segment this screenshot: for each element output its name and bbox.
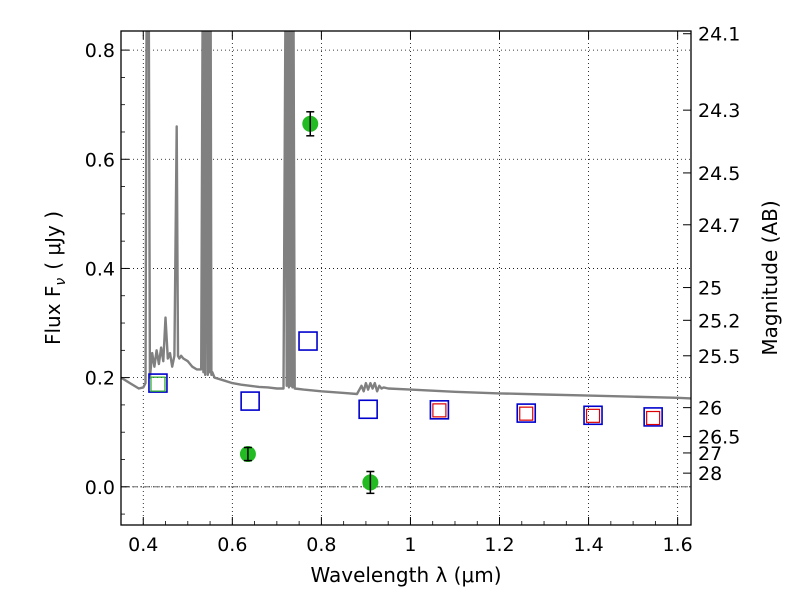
y2-tick-label-1: 24.3: [698, 100, 740, 122]
x-tick-label-6: 1.6: [663, 534, 693, 556]
model-blue-square-1: [240, 391, 260, 411]
model-blue-square-4: [429, 400, 450, 420]
model-blue-square-6: [583, 405, 603, 426]
x-tick-label-3: 1: [404, 534, 416, 556]
y-axis-label: Flux Fν ( μJy ): [41, 211, 69, 345]
spectrum-line: [121, 31, 691, 400]
y2-tick-label-10: 28: [698, 463, 722, 485]
model-blue-square-5: [516, 403, 537, 423]
model-green-square-0: [150, 376, 166, 392]
y2-axis-label: Magnitude (AB): [758, 200, 782, 355]
model-red-square-2: [585, 408, 601, 423]
y-tick-label-0: 0.0: [85, 477, 115, 499]
y2-tick-label-3: 24.7: [698, 215, 740, 237]
y-axis-label-unit: ( μJy ): [41, 211, 65, 270]
y-tick-label-4: 0.8: [85, 40, 115, 62]
x-tick-label-2: 0.8: [306, 534, 336, 556]
x-tick-label-5: 1.4: [573, 534, 603, 556]
y2-tick-label-0: 24.1: [698, 24, 740, 46]
model-red-square-0: [432, 403, 447, 418]
y-axis-label-main: Flux F: [41, 286, 65, 345]
axes: 0.4 0.6 0.8 1 1.2 1.4 1.6 0.0 0.2 0.4 0.6 0.8 24.1 24…: [85, 24, 741, 556]
y2-tick-label-2: 24.5: [698, 163, 740, 185]
series-layer: [121, 31, 691, 495]
y2-tick-label-9: 27: [698, 443, 722, 465]
y-axis-label-subscript: ν: [53, 278, 69, 286]
model-blue-square-0: [148, 373, 168, 393]
y2-tick-label-6: 25.5: [698, 346, 740, 368]
grid: [121, 31, 691, 525]
x-tick-label-0: 0.4: [128, 534, 158, 556]
y2-tick-label-8: 26.5: [698, 427, 740, 449]
y2-tick-label-7: 26: [698, 398, 722, 420]
model-red-square-3: [646, 410, 661, 426]
model-blue-square-3: [358, 399, 378, 420]
y-tick-label-2: 0.4: [85, 258, 115, 280]
model-blue-square-2: [298, 331, 318, 351]
x-tick-label-1: 0.6: [217, 534, 247, 556]
plot-background: [121, 31, 691, 525]
model-red-square-1: [519, 406, 534, 421]
x-tick-label-4: 1.2: [484, 534, 514, 556]
model-blue-square-7: [643, 407, 663, 427]
y2-tick-label-5: 25.2: [698, 310, 740, 332]
y2-tick-label-4: 25: [698, 278, 722, 300]
y-tick-label-1: 0.2: [85, 368, 115, 390]
y-tick-label-3: 0.6: [85, 149, 115, 171]
x-axis-label: Wavelength λ (μm): [310, 563, 501, 587]
svg-text:Flux Fν( μJy ): Flux Fν ( μJy ): [41, 211, 69, 345]
plot-frame: [120, 30, 692, 526]
